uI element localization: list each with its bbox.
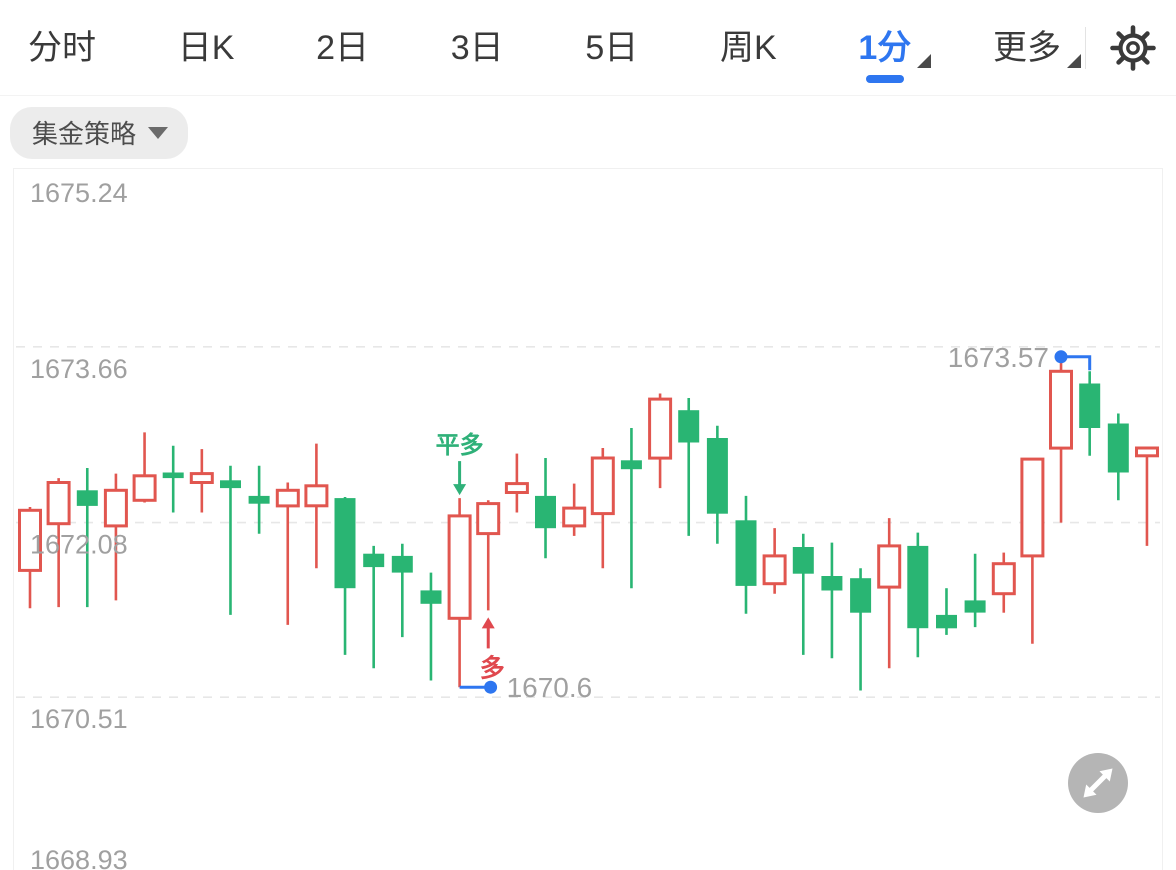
tab-label: 更多 [992,28,1061,67]
candle [1079,371,1101,456]
tab-label: 分时 [28,28,96,67]
candle [964,553,986,628]
candle [132,432,157,503]
candle [735,495,757,614]
candle [103,473,128,601]
candlestick-chart-card: 1675.24 1673.66 1672.08 1670.51 1668.93 平多多 16… [13,168,1163,870]
tab-3日[interactable]: 3日 [451,0,504,96]
candle [304,443,329,569]
candle [420,572,442,681]
tab-更多[interactable]: 更多 [992,0,1081,96]
candle [936,588,957,635]
active-tab-underline [865,74,904,83]
y-axis-label: 1673.66 [30,354,128,384]
strategy-selector-label: 集金策略 [32,119,137,149]
tab-list: 分时 日K 2日 3日 5日 周K 1分 更多 [28,0,1081,96]
high-price-label: 1673.57 [948,342,1049,373]
tab-label: 1分 [858,28,912,67]
candle [991,552,1016,613]
candle [1020,457,1045,644]
candle [18,507,42,609]
strategy-toolbar: 集金策略 [0,96,1176,168]
candle [504,453,529,513]
candle [391,543,413,638]
candle [792,533,814,655]
y-axis-label: 1670.51 [30,704,128,734]
candle [220,465,241,615]
high-marker-dot [1054,350,1068,364]
dropdown-corner-icon [1066,53,1081,68]
expand-chart-button[interactable] [1068,753,1128,813]
tab-1分[interactable]: 1分 [858,0,932,96]
low-price-label: 1670.6 [507,672,593,703]
candle [334,497,356,655]
candle [1135,446,1159,546]
high-marker-line [1061,355,1092,371]
candle [76,468,98,608]
candle [907,532,929,658]
candle [248,465,270,534]
open-long-signal-label: 多 [480,654,505,682]
candle [590,448,615,569]
candle [850,568,872,691]
candle [1107,413,1129,501]
candle [762,528,787,594]
candle [821,542,843,659]
tab-label: 日K [177,28,235,67]
candle [363,545,385,669]
strategy-selector-button[interactable]: 集金策略 [10,107,189,159]
candle [189,449,214,513]
candle [447,498,472,688]
tab-label: 2日 [316,28,370,67]
candle [535,458,556,559]
y-axis-label: 1675.24 [30,178,128,208]
dropdown-corner-icon [917,53,932,68]
tab-label: 3日 [450,28,504,67]
close-long-signal-label: 平多 [436,432,484,459]
tab-label: 周K [719,28,777,67]
candle [706,425,728,544]
candle [46,478,71,608]
gear-icon [1110,24,1156,71]
tab-分时[interactable]: 分时 [28,0,96,96]
candlestick-chart[interactable]: 1675.241673.661672.081670.511668.93平多多16… [14,169,1162,870]
arrow-up-icon [481,617,495,629]
candle [162,445,184,513]
tab-周K[interactable]: 周K [720,0,777,96]
candle [678,398,700,536]
caret-down-icon [148,126,169,139]
candle [275,482,300,625]
y-axis-label: 1668.93 [30,845,128,870]
settings-button[interactable] [1108,18,1158,78]
candle [1049,356,1073,523]
tab-label: 5日 [585,28,639,67]
low-marker-dot [484,680,498,694]
chart-period-tab-bar: 分时 日K 2日 3日 5日 周K 1分 更多 [0,0,1176,96]
candle [620,428,642,589]
candle [562,483,587,536]
tab-2日[interactable]: 2日 [316,0,369,96]
tab-5日[interactable]: 5日 [585,0,638,96]
candle [877,518,902,669]
tab-日K[interactable]: 日K [178,0,235,96]
header-divider [1085,26,1086,69]
candle [648,393,673,489]
expand-arrows-icon [1083,768,1113,798]
arrow-down-icon [453,484,467,496]
y-axis-label: 1672.08 [30,530,128,560]
candle [476,500,501,611]
